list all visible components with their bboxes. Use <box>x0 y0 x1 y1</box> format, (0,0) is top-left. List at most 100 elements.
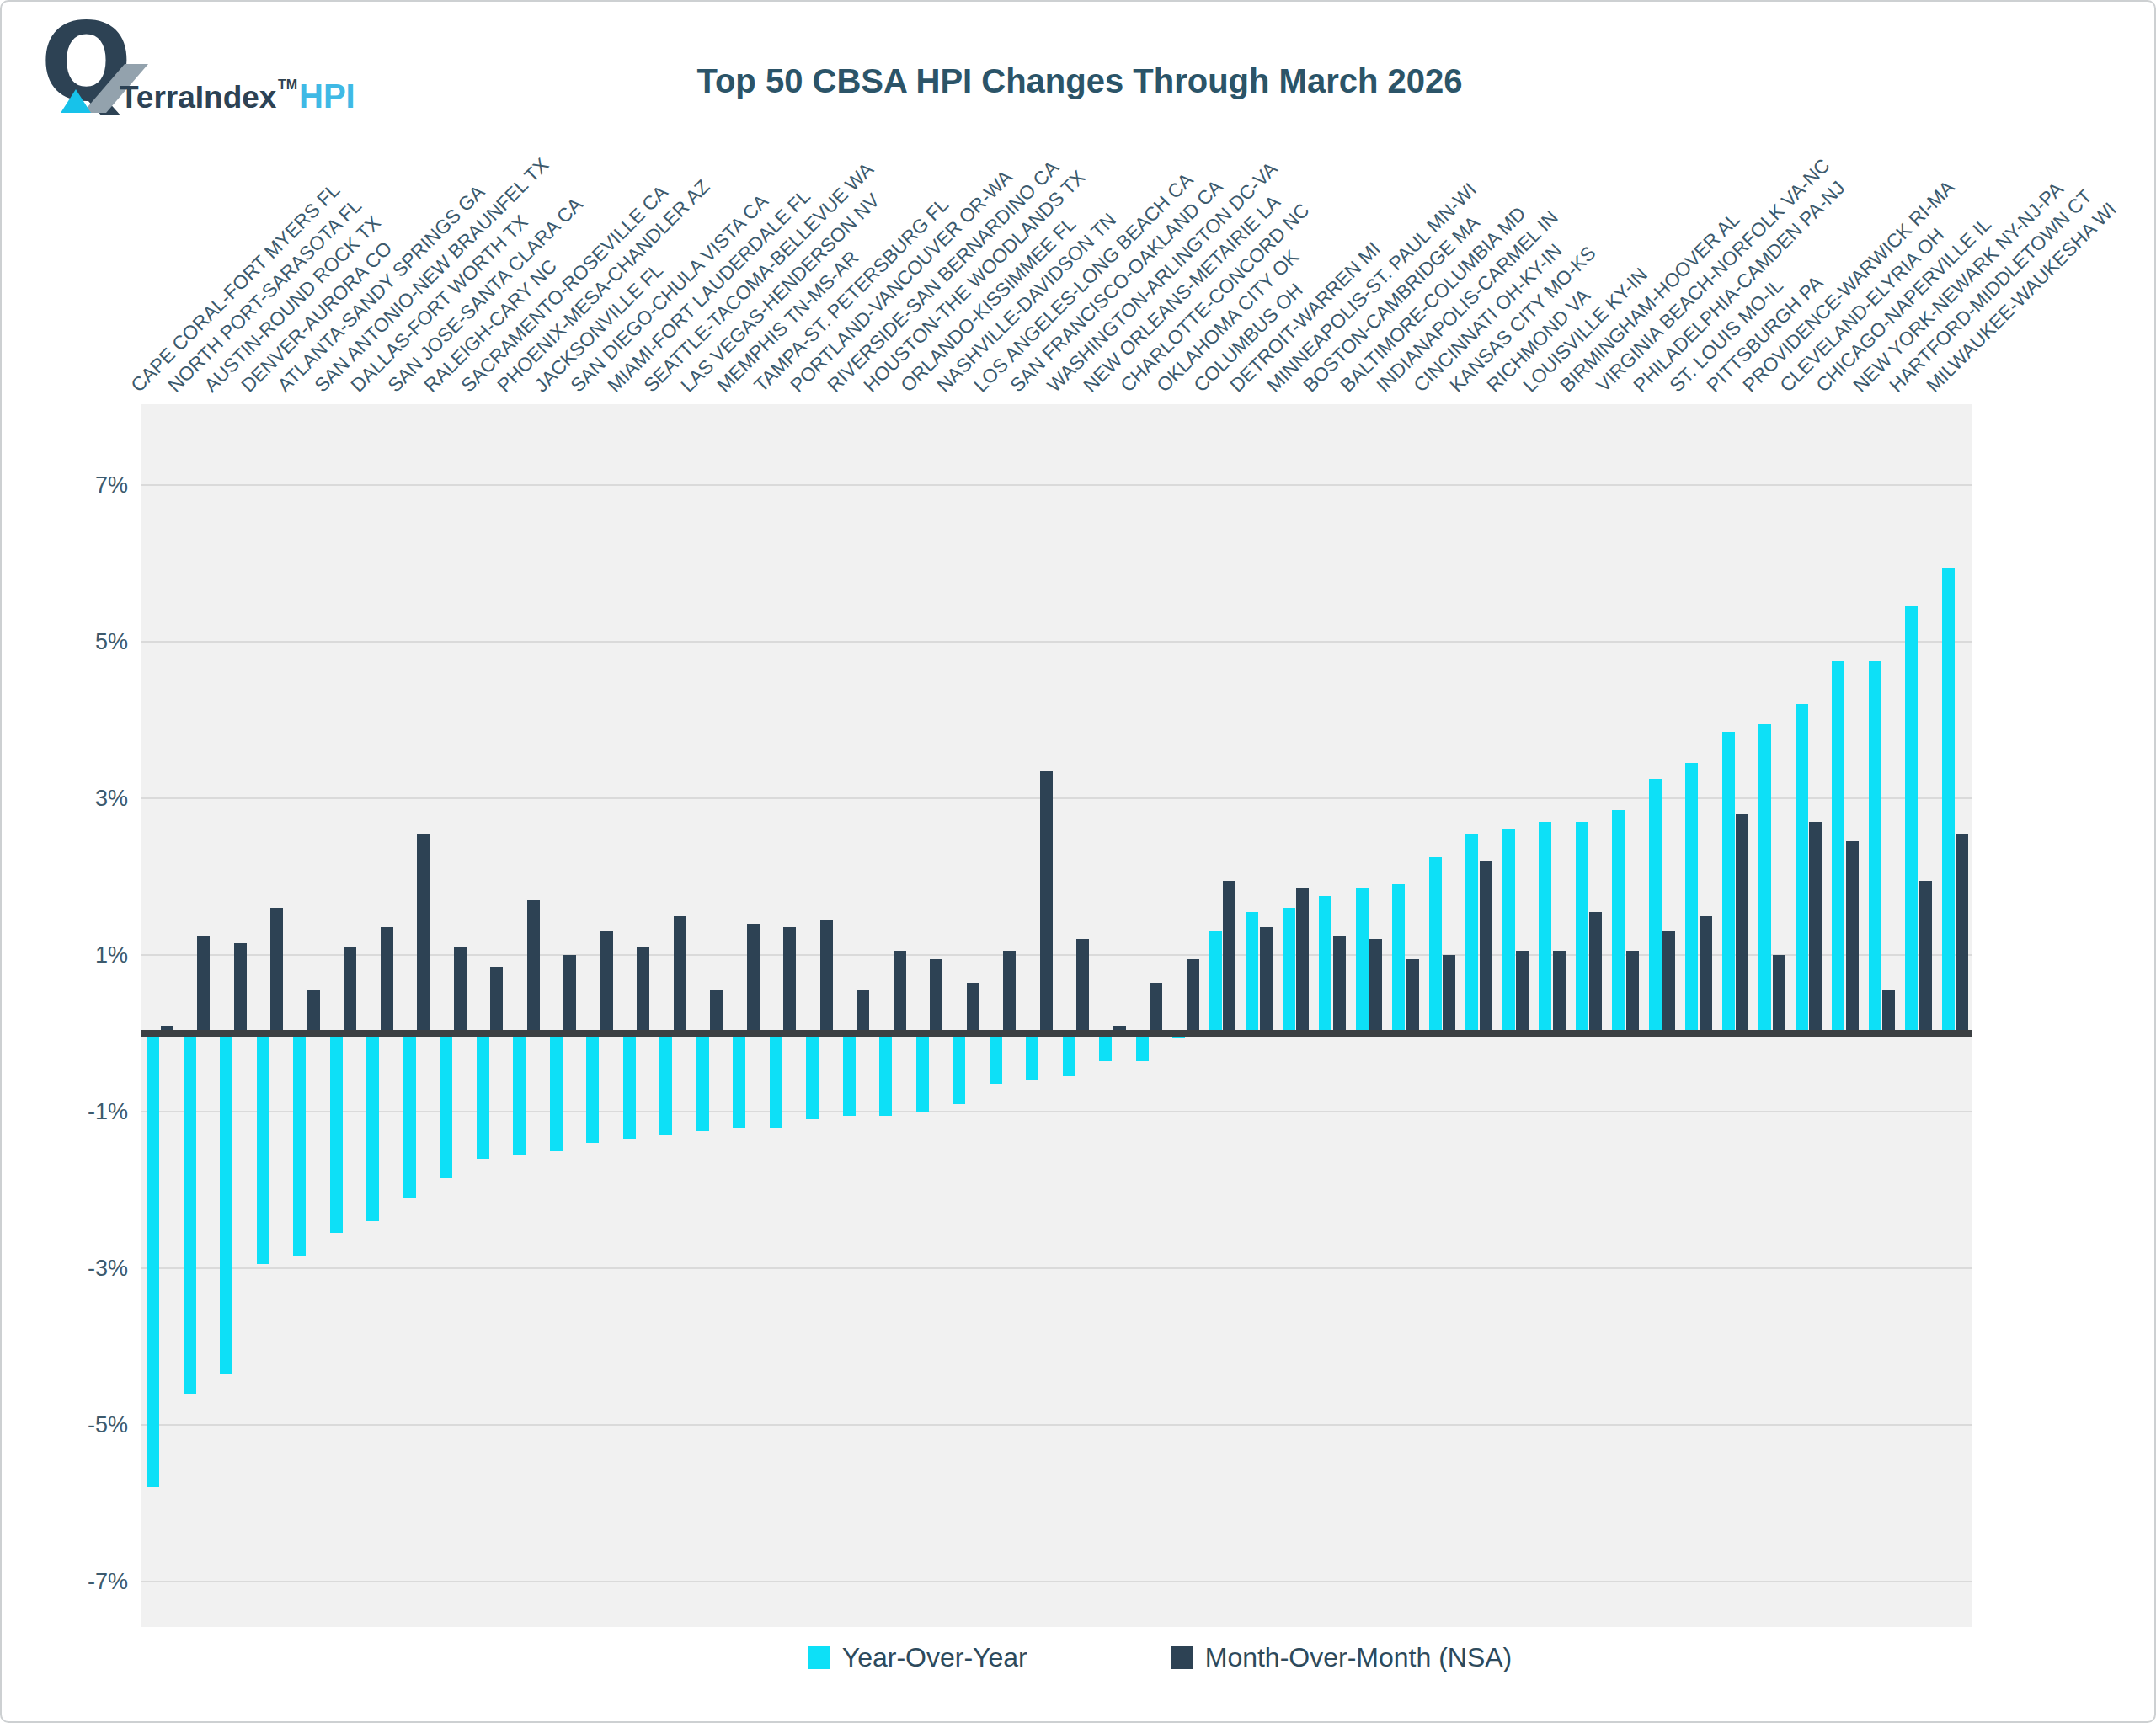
bar-yoy-45 <box>1758 724 1771 1033</box>
bar-yoy-41 <box>1612 810 1625 1033</box>
legend: Year-Over-Year Month-Over-Month (NSA) <box>82 1642 2156 1673</box>
legend-item-yoy: Year-Over-Year <box>808 1642 1027 1673</box>
bar-yoy-5 <box>293 1033 306 1256</box>
bar-mom-36 <box>1443 955 1455 1033</box>
legend-label-yoy: Year-Over-Year <box>842 1642 1027 1673</box>
bar-mom-13 <box>600 931 613 1033</box>
bar-mom-30 <box>1223 881 1235 1033</box>
bar-mom-21 <box>894 951 906 1033</box>
bar-mom-14 <box>637 947 649 1033</box>
bar-yoy-26 <box>1063 1033 1075 1076</box>
bar-mom-5 <box>307 990 320 1033</box>
bar-yoy-3 <box>220 1033 232 1374</box>
bar-yoy-10 <box>477 1033 489 1159</box>
bar-mom-17 <box>747 924 760 1033</box>
bar-mom-12 <box>563 955 576 1033</box>
bar-yoy-8 <box>403 1033 416 1198</box>
bar-mom-11 <box>527 900 540 1033</box>
bar-mom-6 <box>344 947 356 1033</box>
screenshot-frame: Q TerraIndex TM HPI Top 50 CBSA HPI Chan… <box>0 0 2156 1723</box>
y-tick-label: -3% <box>35 1256 128 1282</box>
bar-mom-3 <box>234 943 247 1033</box>
bar-yoy-42 <box>1649 779 1662 1033</box>
bar-yoy-28 <box>1136 1033 1149 1061</box>
bar-mom-38 <box>1516 951 1529 1033</box>
bar-yoy-37 <box>1465 834 1478 1033</box>
gridline-7% <box>141 484 1972 486</box>
bar-mom-50 <box>1956 834 1968 1033</box>
y-tick-label: 5% <box>35 629 128 655</box>
bar-yoy-43 <box>1685 763 1698 1033</box>
bar-mom-40 <box>1589 912 1602 1033</box>
bar-mom-28 <box>1150 983 1162 1033</box>
bar-yoy-31 <box>1246 912 1258 1033</box>
bar-mom-26 <box>1076 939 1089 1033</box>
bar-mom-49 <box>1919 881 1932 1033</box>
bar-yoy-13 <box>586 1033 599 1143</box>
mom-swatch-icon <box>1171 1646 1193 1669</box>
y-tick-label: 3% <box>35 786 128 812</box>
bar-mom-46 <box>1809 822 1822 1033</box>
bar-yoy-14 <box>623 1033 636 1139</box>
bar-mom-47 <box>1846 841 1859 1033</box>
y-tick-label: -5% <box>35 1412 128 1438</box>
bar-mom-29 <box>1187 959 1199 1033</box>
zero-axis-line <box>141 1030 1972 1037</box>
gridline--5% <box>141 1424 1972 1426</box>
bar-yoy-19 <box>806 1033 819 1119</box>
bar-mom-37 <box>1480 861 1492 1033</box>
bar-yoy-17 <box>733 1033 745 1128</box>
bar-yoy-44 <box>1722 732 1735 1033</box>
bar-yoy-12 <box>550 1033 563 1151</box>
bar-yoy-25 <box>1026 1033 1038 1080</box>
bar-mom-44 <box>1736 814 1748 1033</box>
bar-yoy-18 <box>770 1033 782 1128</box>
bar-yoy-7 <box>366 1033 379 1221</box>
bar-mom-22 <box>930 959 942 1033</box>
bar-yoy-40 <box>1576 822 1588 1033</box>
bar-mom-39 <box>1553 951 1566 1033</box>
y-tick-label: 1% <box>35 942 128 968</box>
bar-mom-4 <box>270 908 283 1033</box>
bar-yoy-6 <box>330 1033 343 1233</box>
bar-mom-25 <box>1040 771 1053 1033</box>
bar-mom-20 <box>857 990 869 1033</box>
gridline-5% <box>141 641 1972 643</box>
y-tick-label: -1% <box>35 1099 128 1125</box>
bar-yoy-15 <box>659 1033 672 1135</box>
gridline--7% <box>141 1581 1972 1582</box>
bar-yoy-39 <box>1539 822 1551 1033</box>
bar-mom-19 <box>820 920 833 1033</box>
bar-yoy-20 <box>843 1033 856 1116</box>
bar-yoy-9 <box>440 1033 452 1178</box>
yoy-swatch-icon <box>808 1646 830 1669</box>
bar-yoy-11 <box>513 1033 526 1155</box>
bar-mom-45 <box>1773 955 1785 1033</box>
bar-mom-35 <box>1406 959 1419 1033</box>
gridline--3% <box>141 1267 1972 1269</box>
bar-yoy-24 <box>990 1033 1002 1084</box>
bar-mom-9 <box>454 947 467 1033</box>
bar-mom-24 <box>1003 951 1016 1033</box>
bar-yoy-23 <box>953 1033 965 1104</box>
bar-yoy-38 <box>1502 829 1515 1033</box>
y-tick-label: -7% <box>35 1569 128 1595</box>
legend-label-mom: Month-Over-Month (NSA) <box>1205 1642 1513 1673</box>
bar-yoy-30 <box>1209 931 1222 1033</box>
bar-mom-48 <box>1882 990 1895 1033</box>
bar-yoy-21 <box>879 1033 892 1116</box>
bar-mom-34 <box>1369 939 1382 1033</box>
bar-mom-2 <box>197 936 210 1033</box>
bar-mom-41 <box>1626 951 1639 1033</box>
bar-yoy-34 <box>1356 888 1369 1033</box>
bar-yoy-50 <box>1942 568 1955 1033</box>
bar-mom-16 <box>710 990 723 1033</box>
bar-mom-8 <box>417 834 430 1033</box>
bar-mom-15 <box>674 916 686 1034</box>
bar-mom-31 <box>1260 927 1273 1033</box>
bar-mom-10 <box>490 967 503 1033</box>
bar-yoy-1 <box>147 1033 159 1487</box>
bar-yoy-2 <box>184 1033 196 1394</box>
bar-mom-32 <box>1296 888 1309 1033</box>
bar-mom-23 <box>967 983 979 1033</box>
